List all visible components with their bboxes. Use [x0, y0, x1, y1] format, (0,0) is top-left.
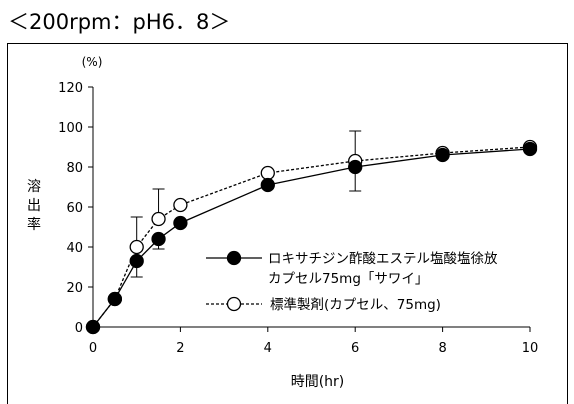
data-point-filled [173, 215, 188, 231]
data-point-filled [435, 147, 450, 163]
data-point-filled [151, 231, 166, 247]
legend-marker-1 [226, 250, 242, 266]
x-tick-label: 6 [351, 341, 359, 356]
y-tick-label: 20 [66, 281, 83, 296]
x-tick-label: 10 [522, 341, 539, 356]
y-tick-label: 60 [66, 201, 83, 216]
page-title: ＜200rpm：pH6．8＞ [8, 10, 231, 34]
data-point-filled [260, 177, 275, 193]
data-point-filled [129, 253, 144, 269]
y-tick-label: 120 [58, 81, 83, 96]
data-point-open [260, 165, 275, 181]
x-tick-label: 0 [89, 341, 97, 356]
x-tick-label: 2 [176, 341, 184, 356]
chart-frame [7, 43, 568, 404]
x-tick-label: 4 [264, 341, 272, 356]
y-tick-label: 100 [58, 121, 83, 136]
y-tick-label: 40 [66, 241, 83, 256]
y-axis-label: 溶 [27, 179, 41, 195]
series-markers [85, 139, 538, 335]
data-point-filled [85, 319, 101, 335]
data-point-open [151, 211, 166, 227]
legend-label: 標準製剤(カプセル、75mg) [270, 297, 441, 313]
data-point-filled [522, 141, 538, 157]
data-point-filled [107, 291, 122, 307]
chart-axes: 0 20 40 60 80 100 120 0 2 4 6 8 10 [58, 81, 538, 356]
legend-label: ロキサチジン酢酸エステル塩酸塩徐放 [268, 251, 498, 267]
y-axis-unit: (%) [82, 55, 103, 69]
y-axis-label: 率 [27, 216, 41, 233]
data-point-filled [348, 159, 363, 175]
data-point-open [173, 197, 188, 213]
legend-marker-2 [226, 296, 242, 312]
y-tick-label: 0 [75, 321, 83, 336]
legend: ロキサチジン酢酸エステル塩酸塩徐放カプセル75mg「サワイ」標準製剤(カプセル、… [206, 250, 498, 313]
data-point-open [129, 239, 144, 255]
y-tick-label: 80 [66, 161, 83, 176]
legend-label: カプセル75mg「サワイ」 [268, 271, 428, 287]
x-axis-label: 時間(hr) [291, 374, 345, 390]
x-tick-label: 8 [438, 341, 446, 356]
y-axis-label: 出 [27, 198, 41, 214]
